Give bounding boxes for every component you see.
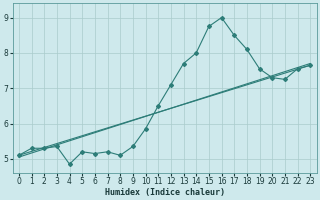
X-axis label: Humidex (Indice chaleur): Humidex (Indice chaleur)	[105, 188, 225, 197]
